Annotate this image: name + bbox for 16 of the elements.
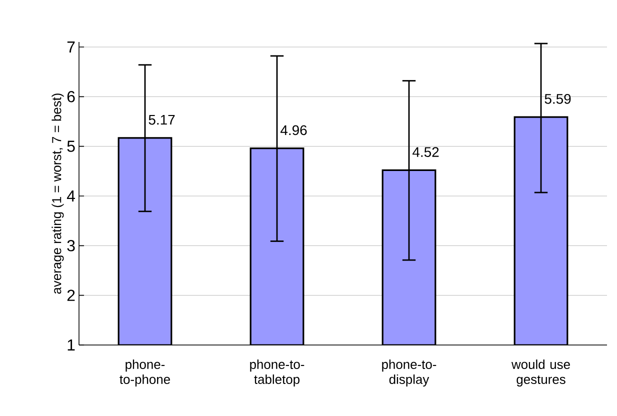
data-label: 4.52 [412,147,439,157]
y-tick-label: 6 [67,91,75,102]
y-tick-label: 3 [67,240,75,252]
y-tick-label: 1 [68,340,75,350]
x-tick-label: phone-to-display [382,360,436,387]
x-tick-label: phone-to-phone [120,360,170,387]
y-tick-label: 5 [67,140,75,152]
y-tick-label: 7 [67,42,75,52]
data-label: 5.59 [544,94,571,104]
x-tick-label: phone-to-tabletop [250,360,304,387]
data-label: 4.96 [280,125,307,136]
data-label: 5.17 [148,114,175,125]
y-tick-label: 2 [67,290,75,301]
y-axis-title: average rating (1 = worst, 7 = best) [52,94,64,294]
y-tick-label: 4 [66,190,76,202]
x-tick-label: would use gestures [511,360,570,387]
